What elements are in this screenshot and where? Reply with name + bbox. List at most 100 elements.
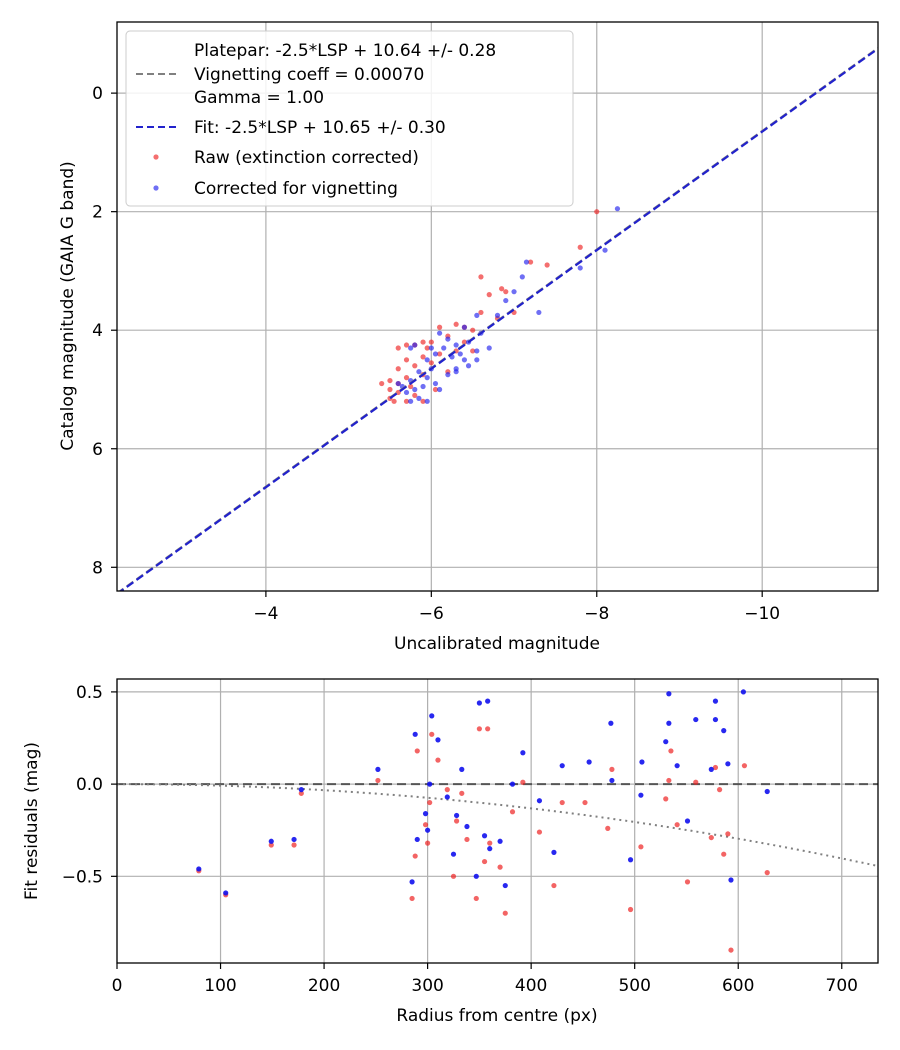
residuals-data-point <box>412 853 418 859</box>
calibration-data-point <box>408 398 414 404</box>
residuals-data-point <box>693 716 699 723</box>
residuals-data-point <box>268 842 274 848</box>
residuals-data-point <box>725 761 731 767</box>
residuals-data-point <box>559 799 565 806</box>
calibration-data-point <box>453 342 459 348</box>
residuals-x-tick-label: 200 <box>308 976 340 996</box>
residuals-points <box>196 689 770 953</box>
residuals-data-point <box>668 748 674 754</box>
calibration-data-point <box>478 274 484 280</box>
residuals-y-tick-label: 0.0 <box>76 775 103 795</box>
calibration-data-point <box>428 339 434 345</box>
calibration-data-point <box>474 312 480 318</box>
residuals-data-point <box>435 757 441 763</box>
calibration-data-point <box>536 309 542 316</box>
residuals-data-point <box>728 947 734 953</box>
calibration-data-point <box>445 372 451 378</box>
calibration-lines <box>118 47 878 591</box>
residuals-plot-area <box>117 679 878 963</box>
calibration-data-point <box>474 357 480 363</box>
residuals-data-point <box>536 829 543 835</box>
calibration-data-point <box>436 324 443 330</box>
residuals-data-point <box>422 811 429 817</box>
residuals-data-point <box>708 766 714 772</box>
residuals-data-point <box>476 726 482 732</box>
residuals-data-point <box>375 766 381 772</box>
calibration-data-point <box>416 395 422 401</box>
calibration-data-point <box>403 389 410 396</box>
residuals-data-point <box>639 759 645 765</box>
calibration-x-tick-label: −8 <box>584 604 609 624</box>
legend-raw-marker <box>153 154 159 160</box>
legend-raw-text: Raw (extinction corrected) <box>194 148 419 168</box>
residuals-x-tick-label: 700 <box>826 976 858 996</box>
calibration-data-point <box>614 206 621 212</box>
residuals-y-tick-label: 0.5 <box>76 683 103 703</box>
residuals-data-point <box>502 910 508 916</box>
calibration-data-point <box>461 324 468 330</box>
calibration-data-point <box>453 321 459 327</box>
calibration-x-tick-label: −4 <box>253 604 278 624</box>
residuals-data-point <box>627 857 634 863</box>
calibration-data-point <box>395 380 401 387</box>
residuals-data-point <box>693 779 699 785</box>
residuals-data-point <box>520 750 526 756</box>
residuals-data-point <box>497 838 503 844</box>
calibration-y-tick-label: 4 <box>92 321 103 341</box>
calibration-data-point <box>478 309 484 316</box>
calibration-data-point <box>428 360 434 366</box>
calibration-data-point <box>432 351 439 357</box>
calibration-data-point <box>387 386 393 393</box>
calibration-plot: −4 −6 −8 −10 0 2 4 6 8 Uncalibrated magnitude Ca… <box>58 21 879 654</box>
residuals-data-point <box>509 781 516 787</box>
residuals-data-point <box>728 877 734 883</box>
calibration-data-point <box>457 351 463 357</box>
residuals-data-point <box>559 763 565 769</box>
calibration-data-point <box>424 357 430 363</box>
calibration-data-point <box>527 259 534 265</box>
calibration-data-point <box>403 342 410 348</box>
calibration-data-point <box>403 375 410 381</box>
residuals-data-point <box>520 779 526 785</box>
calibration-data-point <box>436 351 443 357</box>
calibration-x-tick-label: −10 <box>744 604 780 624</box>
residuals-data-point <box>444 794 450 800</box>
calibration-data-point <box>494 312 501 318</box>
residuals-data-point <box>487 840 493 846</box>
legend-box <box>125 30 574 207</box>
residuals-data-point <box>429 713 435 719</box>
residuals-data-point <box>666 777 672 784</box>
calibration-data-point <box>523 259 530 265</box>
residuals-data-point <box>196 866 202 872</box>
residuals-data-point <box>427 781 433 787</box>
calibration-y-tick-label: 6 <box>92 440 103 460</box>
residuals-x-tick-label: 100 <box>204 976 236 996</box>
calibration-data-point <box>445 336 451 342</box>
residuals-y-axis-label: Fit residuals (mag) <box>22 742 42 900</box>
residuals-data-point <box>536 798 543 804</box>
residuals-data-point <box>298 790 304 796</box>
calibration-y-axis-label: Catalog magnitude (GAIA G band) <box>58 161 78 451</box>
residuals-data-point <box>666 691 672 697</box>
calibration-data-point <box>412 392 418 399</box>
residuals-data-point <box>414 836 420 843</box>
residuals-data-point <box>473 895 479 902</box>
residuals-data-point <box>608 720 614 726</box>
residuals-data-point <box>473 873 479 879</box>
calibration-x-tick-label: −6 <box>419 604 444 624</box>
residuals-data-point <box>298 787 304 793</box>
residuals-data-point <box>609 777 615 784</box>
calibration-data-point <box>594 209 600 215</box>
residuals-data-point <box>605 825 611 831</box>
residuals-data-point <box>481 858 488 865</box>
residuals-data-point <box>716 787 723 793</box>
residuals-data-point <box>291 842 297 848</box>
residuals-data-point <box>586 759 592 765</box>
calibration-data-point <box>461 357 468 363</box>
calibration-ticks: −4 −6 −8 −10 0 2 4 6 8 <box>92 84 780 624</box>
residuals-data-point <box>450 873 457 879</box>
calibration-data-point <box>420 354 426 360</box>
calibration-data-point <box>412 386 418 393</box>
calibration-data-point <box>424 345 430 351</box>
residuals-data-point <box>444 787 450 793</box>
